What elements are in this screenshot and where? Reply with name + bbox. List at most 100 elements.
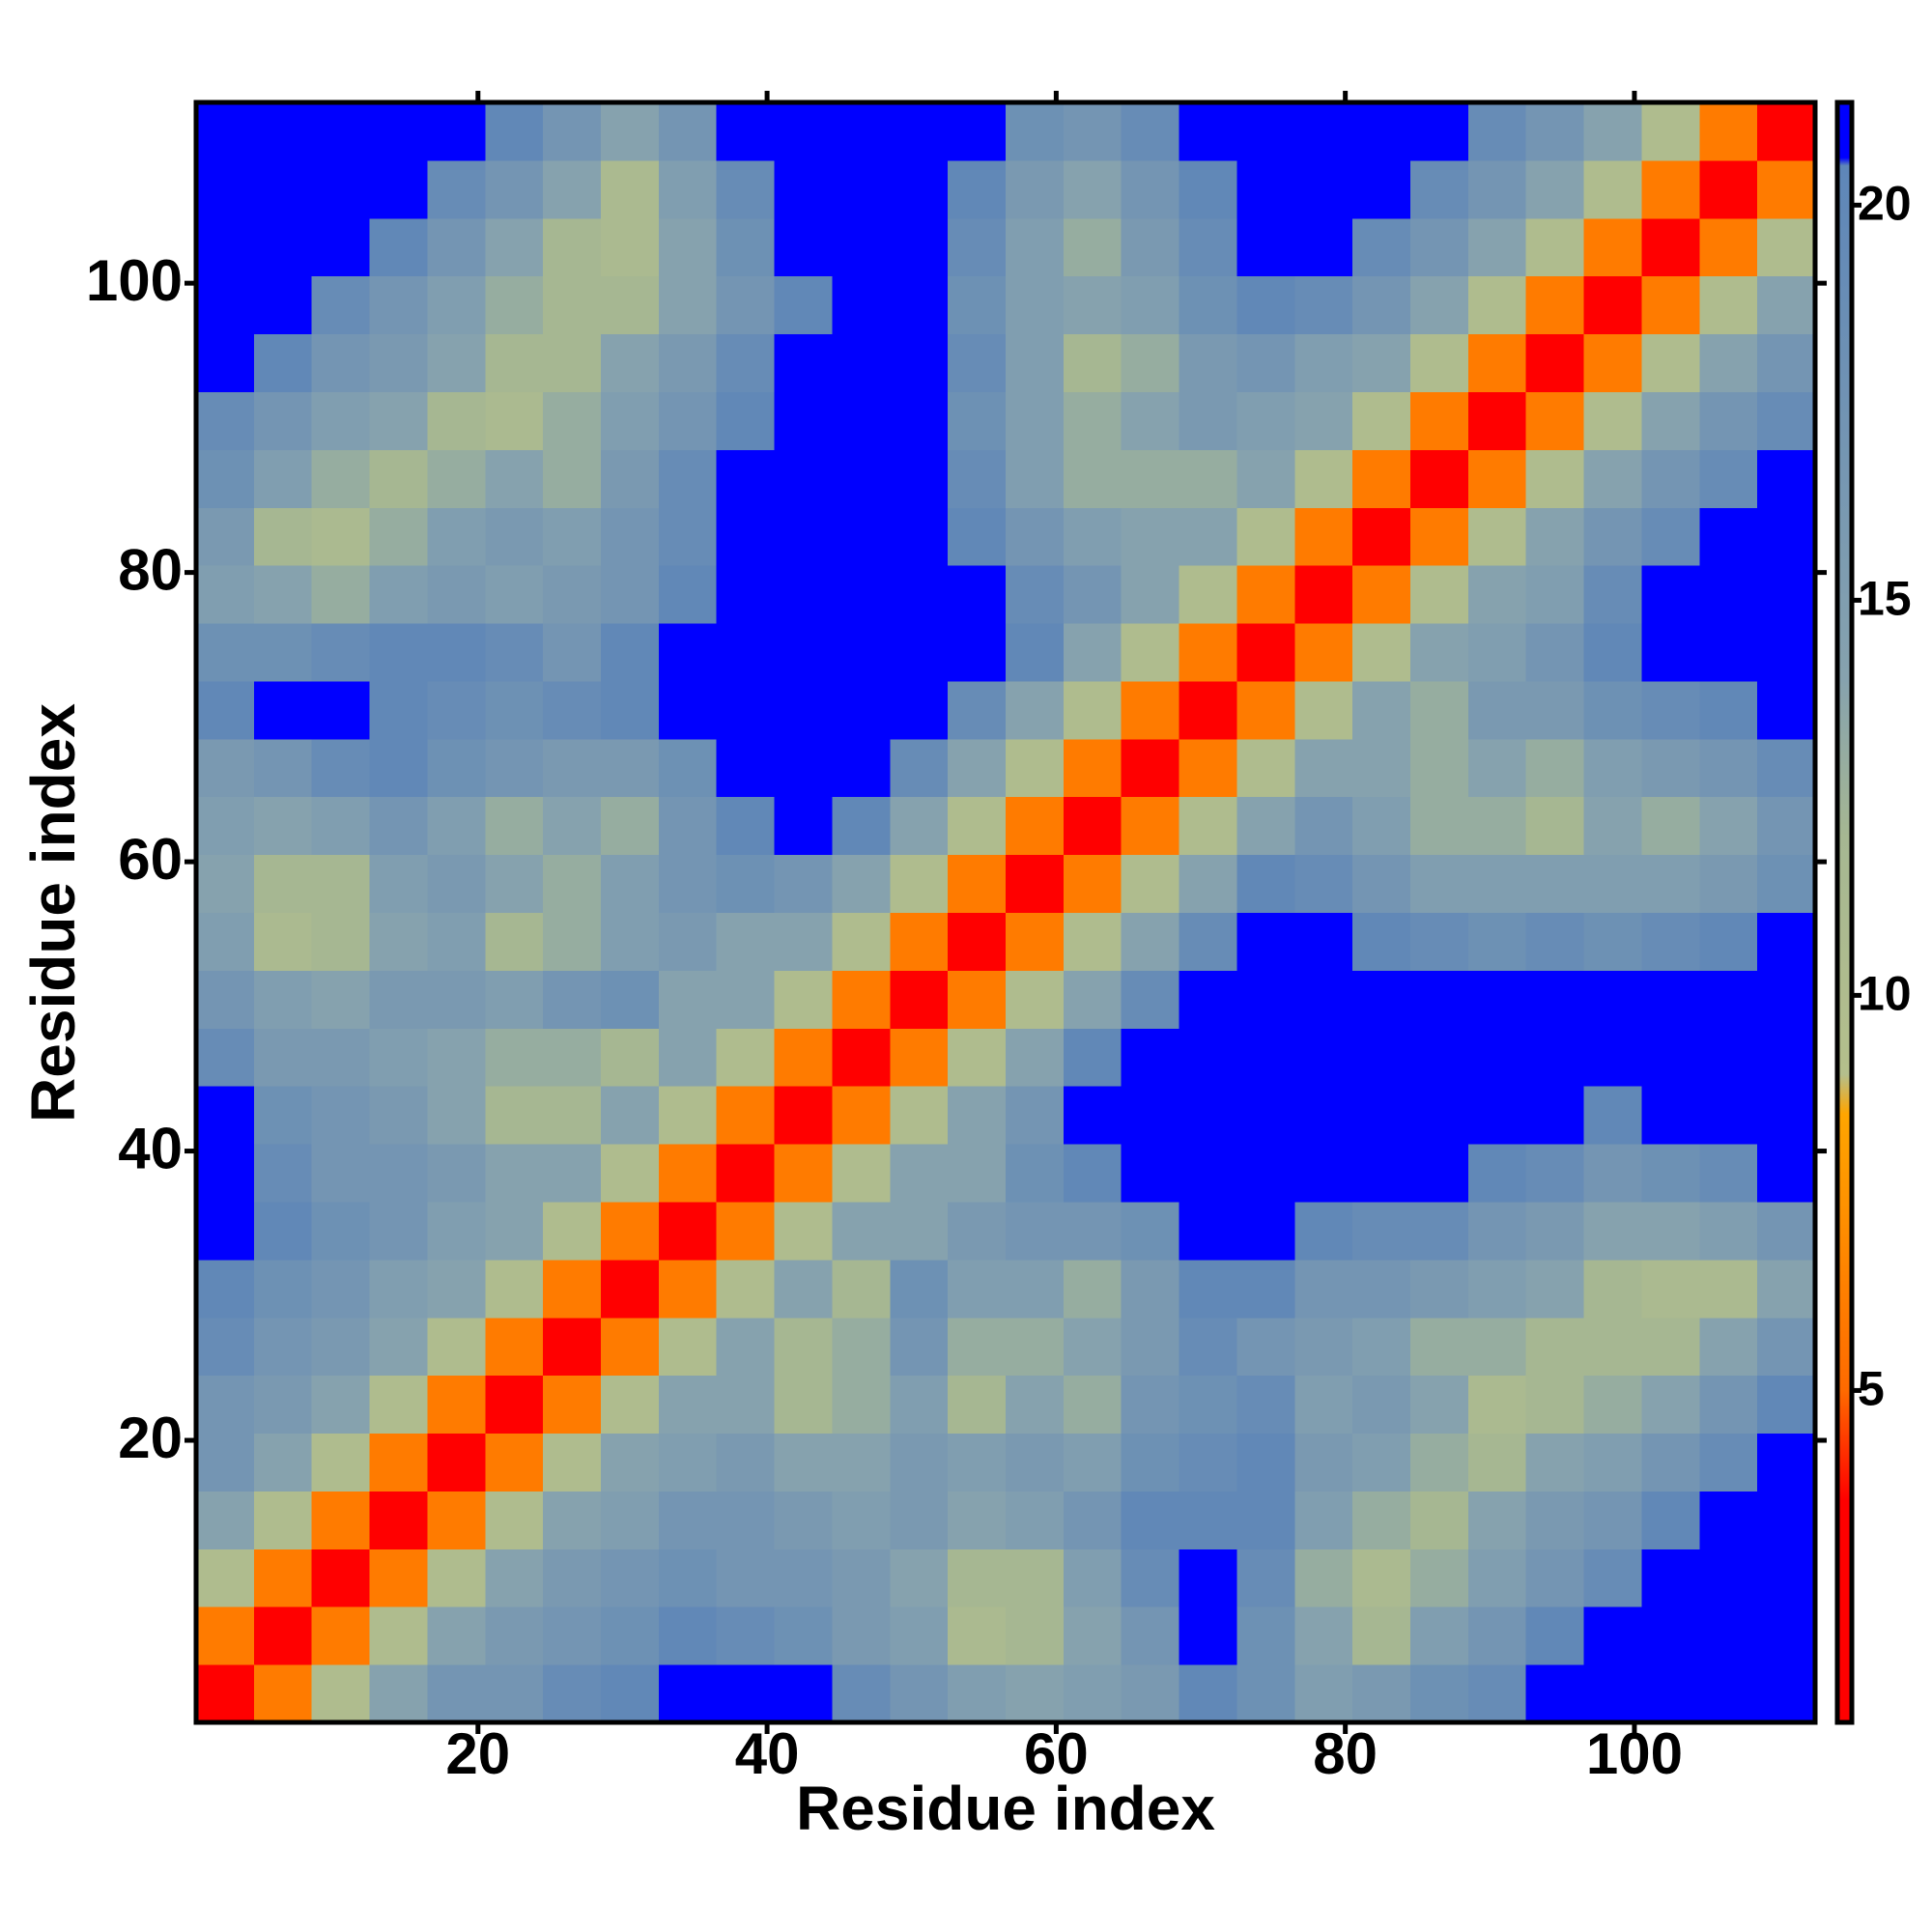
heatmap-cell <box>1757 1491 1816 1549</box>
heatmap-cell <box>1583 1144 1642 1203</box>
heatmap-cell <box>1525 680 1585 740</box>
heatmap-cell <box>1583 970 1642 1029</box>
heatmap-cell <box>196 854 255 913</box>
heatmap-cell <box>601 1491 660 1549</box>
heatmap-cell <box>1294 1664 1353 1723</box>
heatmap-cell <box>543 854 602 913</box>
heatmap-cell <box>196 102 255 161</box>
heatmap-cell <box>1294 623 1353 682</box>
heatmap-cell <box>485 1317 544 1377</box>
heatmap-cell <box>1236 1664 1295 1723</box>
heatmap-cell <box>716 391 776 450</box>
heatmap-cell <box>1121 1375 1180 1435</box>
heatmap-cell <box>1294 854 1353 913</box>
heatmap-cell <box>1525 623 1585 682</box>
heatmap-cell <box>196 1259 255 1319</box>
heatmap-cell <box>1410 507 1469 566</box>
heatmap-cell <box>253 1317 313 1377</box>
heatmap-cell <box>832 1548 891 1607</box>
heatmap-cell <box>658 102 718 161</box>
heatmap-cell <box>1467 1086 1527 1145</box>
heatmap-cell <box>1757 565 1816 624</box>
heatmap-cell <box>253 1201 313 1261</box>
heatmap-cell <box>1236 1086 1295 1145</box>
heatmap-cell <box>1699 102 1758 161</box>
heatmap-cell <box>774 1086 833 1145</box>
heatmap-cell <box>948 1491 1007 1549</box>
heatmap-cell <box>1583 102 1642 161</box>
heatmap-cell <box>716 680 776 740</box>
heatmap-cell <box>1757 970 1816 1029</box>
heatmap-cell <box>485 1375 544 1435</box>
heatmap-cell <box>1063 102 1122 161</box>
heatmap-cell <box>1236 159 1295 219</box>
heatmap-cell <box>311 1491 371 1549</box>
heatmap-cell <box>1236 1491 1295 1549</box>
heatmap-cell <box>543 391 602 450</box>
heatmap-cell <box>890 1664 949 1723</box>
heatmap-cell <box>1121 854 1180 913</box>
heatmap-cell <box>1467 275 1527 335</box>
heatmap-cell <box>196 623 255 682</box>
heatmap-cell <box>1121 680 1180 740</box>
heatmap-cell <box>1352 1491 1411 1549</box>
heatmap-cell <box>1641 1433 1700 1492</box>
heatmap-cell <box>1352 1028 1411 1087</box>
heatmap-cell <box>774 159 833 219</box>
heatmap-cell <box>1699 1606 1758 1665</box>
heatmap-cell <box>1352 796 1411 856</box>
heatmap-cell <box>1757 680 1816 740</box>
heatmap-cell <box>1757 796 1816 856</box>
heatmap-cell <box>1063 1259 1122 1319</box>
heatmap-cell <box>427 1317 486 1377</box>
heatmap-cell <box>427 1548 486 1607</box>
heatmap-cell <box>716 970 776 1029</box>
heatmap-cell <box>1006 102 1065 161</box>
heatmap-cell <box>427 1201 486 1261</box>
heatmap-cell <box>311 1375 371 1435</box>
heatmap-cell <box>1352 854 1411 913</box>
heatmap-cell <box>1467 854 1527 913</box>
heatmap-cell <box>543 1259 602 1319</box>
heatmap-cell <box>1525 159 1585 219</box>
heatmap-cell <box>890 102 949 161</box>
heatmap-cell <box>1641 680 1700 740</box>
heatmap-cell <box>774 1201 833 1261</box>
heatmap-cell <box>832 1201 891 1261</box>
heatmap-cell <box>1641 449 1700 508</box>
heatmap-cell <box>427 970 486 1029</box>
heatmap-cell <box>1294 159 1353 219</box>
heatmap-cell <box>1699 333 1758 392</box>
heatmap-cell <box>196 1664 255 1723</box>
heatmap-cell <box>774 623 833 682</box>
heatmap-cell <box>1063 912 1122 971</box>
heatmap-cell <box>890 970 949 1029</box>
heatmap-cell <box>1352 1144 1411 1203</box>
heatmap-cell <box>658 738 718 798</box>
heatmap-cell <box>1179 1433 1237 1492</box>
heatmap-cell <box>485 680 544 740</box>
heatmap-cell <box>253 1433 313 1492</box>
heatmap-cell <box>311 912 371 971</box>
heatmap-cell <box>1467 449 1527 508</box>
heatmap-cell <box>369 623 428 682</box>
heatmap-cell <box>1583 217 1642 277</box>
heatmap-cell <box>1583 565 1642 624</box>
heatmap-cell <box>716 102 776 161</box>
heatmap-cell <box>1121 391 1180 450</box>
heatmap-cell <box>1294 1317 1353 1377</box>
heatmap-cell <box>1467 738 1527 798</box>
heatmap-cell <box>427 275 486 335</box>
heatmap-cell <box>658 912 718 971</box>
heatmap-cell <box>832 565 891 624</box>
heatmap-cell <box>311 1144 371 1203</box>
heatmap-cell <box>1467 1491 1527 1549</box>
heatmap-cell <box>1236 1259 1295 1319</box>
heatmap-cell <box>890 912 949 971</box>
heatmap-cell <box>427 159 486 219</box>
heatmap-cell <box>1121 738 1180 798</box>
heatmap-cell <box>1757 1664 1816 1723</box>
heatmap-cell <box>1467 1548 1527 1607</box>
heatmap-cell <box>1006 1375 1065 1435</box>
heatmap-cell <box>1525 449 1585 508</box>
